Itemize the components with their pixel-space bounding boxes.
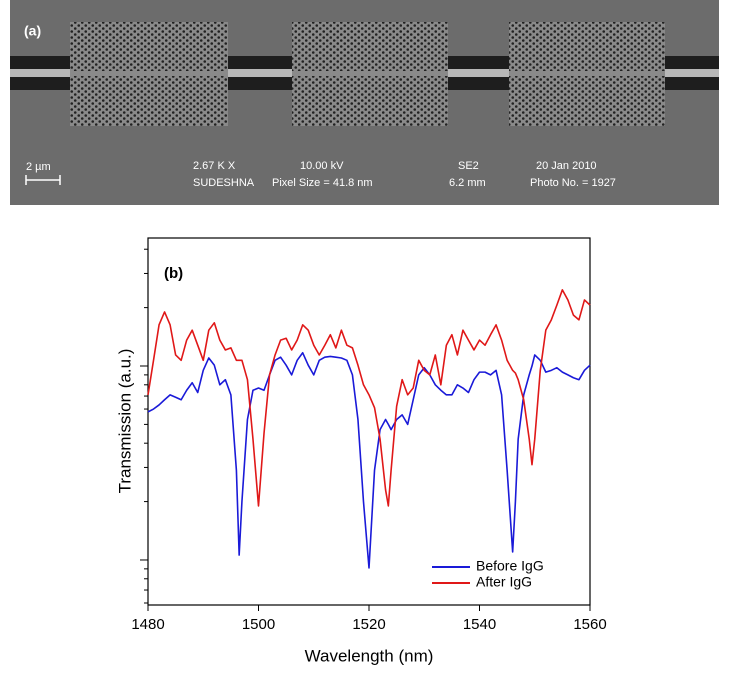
x-tick-label: 1520 — [352, 616, 385, 633]
x-tick-label: 1540 — [463, 616, 496, 633]
x-tick-label: 1560 — [573, 616, 606, 633]
photo-number: Photo No. = 1927 — [530, 177, 616, 189]
operator: SUDESHNA — [193, 177, 255, 189]
x-tick-label: 1480 — [131, 616, 164, 633]
panel-label: (a) — [24, 23, 41, 39]
date: 20 Jan 2010 — [536, 160, 597, 172]
working-distance: 6.2 mm — [449, 177, 486, 189]
scale-bar-label: 2 µm — [26, 161, 51, 173]
legend-label: Before IgG — [476, 558, 544, 574]
magnification: 2.67 K X — [193, 160, 236, 172]
line-defect — [292, 71, 448, 76]
scale-bar — [25, 175, 61, 185]
plot-frame — [147, 237, 591, 606]
sem-image: (a) 2 µm 2.67 K X SUDESHNA 10.00 kV Pixe… — [10, 0, 719, 205]
line-defect — [509, 71, 665, 76]
x-tick-label: 1500 — [242, 616, 275, 633]
line-defect — [70, 71, 228, 76]
panel-label: (b) — [164, 265, 183, 282]
x-axis-title: Wavelength (nm) — [305, 646, 434, 665]
detector: SE2 — [458, 160, 479, 172]
chart: (b) Wavelength (nm) Transmission (a.u.) — [115, 265, 433, 666]
legend-label: After IgG — [476, 574, 532, 590]
series-line — [147, 351, 591, 569]
y-axis-title: Transmission (a.u.) — [115, 349, 134, 494]
voltage: 10.00 kV — [300, 160, 344, 172]
pixel-size: Pixel Size = 41.8 nm — [272, 177, 373, 189]
series-line — [147, 289, 591, 507]
